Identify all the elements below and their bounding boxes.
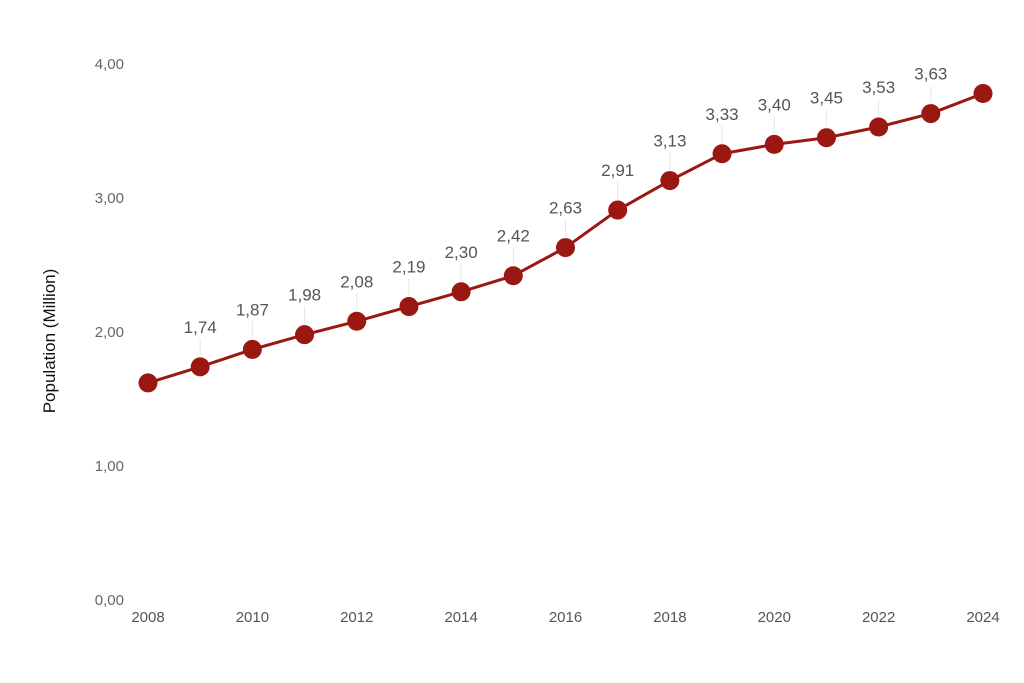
data-point: [712, 144, 732, 164]
data-label: 3,63: [914, 65, 947, 84]
data-point: [764, 134, 784, 154]
data-point: [451, 282, 471, 302]
data-point: [347, 311, 367, 331]
data-point: [242, 339, 262, 359]
x-tick-label: 2012: [340, 609, 373, 626]
data-point: [190, 357, 210, 377]
y-tick-label: 3,00: [95, 190, 124, 207]
data-point: [295, 325, 315, 345]
x-tick-label: 2024: [966, 609, 999, 626]
data-label: 2,19: [392, 258, 425, 277]
data-labels: 1,74 1,87 1,98 2,08 2,19 2,30 2,42 2,63 2,91 3,13…: [184, 65, 948, 337]
data-label: 2,42: [497, 227, 530, 246]
data-label: 2,08: [340, 272, 373, 291]
data-label: 3,40: [758, 95, 791, 114]
data-point: [608, 200, 628, 220]
data-label: 3,33: [706, 105, 739, 124]
data-point: [921, 104, 941, 124]
y-axis-ticks: 0,00 1,00 2,00 3,00 4,00: [95, 56, 124, 609]
data-points: [138, 83, 993, 393]
x-tick-label: 2022: [862, 609, 895, 626]
data-point: [399, 297, 419, 317]
data-label: 3,53: [862, 78, 895, 97]
y-tick-label: 4,00: [95, 56, 124, 73]
x-tick-label: 2018: [653, 609, 686, 626]
data-label: 1,87: [236, 300, 269, 319]
data-label: 3,13: [653, 132, 686, 151]
x-tick-label: 2016: [549, 609, 582, 626]
data-point: [816, 128, 836, 148]
data-point: [138, 373, 158, 393]
y-tick-label: 0,00: [95, 592, 124, 609]
data-label: 1,74: [184, 318, 217, 337]
data-point: [660, 171, 680, 191]
y-tick-label: 2,00: [95, 324, 124, 341]
y-tick-label: 1,00: [95, 458, 124, 475]
data-point: [556, 238, 575, 258]
x-tick-label: 2010: [236, 609, 269, 626]
data-point: [503, 266, 523, 286]
x-tick-label: 2014: [444, 609, 477, 626]
x-tick-label: 2020: [758, 609, 791, 626]
x-tick-label: 2008: [131, 609, 164, 626]
data-label: 2,91: [601, 161, 634, 180]
data-point: [869, 117, 889, 137]
y-axis-label: Population (Million): [40, 269, 59, 414]
data-label-leaders: [199, 85, 932, 356]
data-label: 3,45: [810, 89, 843, 108]
data-label: 1,98: [288, 286, 321, 305]
data-label: 2,63: [549, 199, 582, 218]
data-point: [973, 83, 993, 103]
x-axis-ticks: 2008 2010 2012 2014 2016 2018 2020 2022 2024: [131, 609, 999, 626]
data-label: 2,30: [445, 243, 478, 262]
